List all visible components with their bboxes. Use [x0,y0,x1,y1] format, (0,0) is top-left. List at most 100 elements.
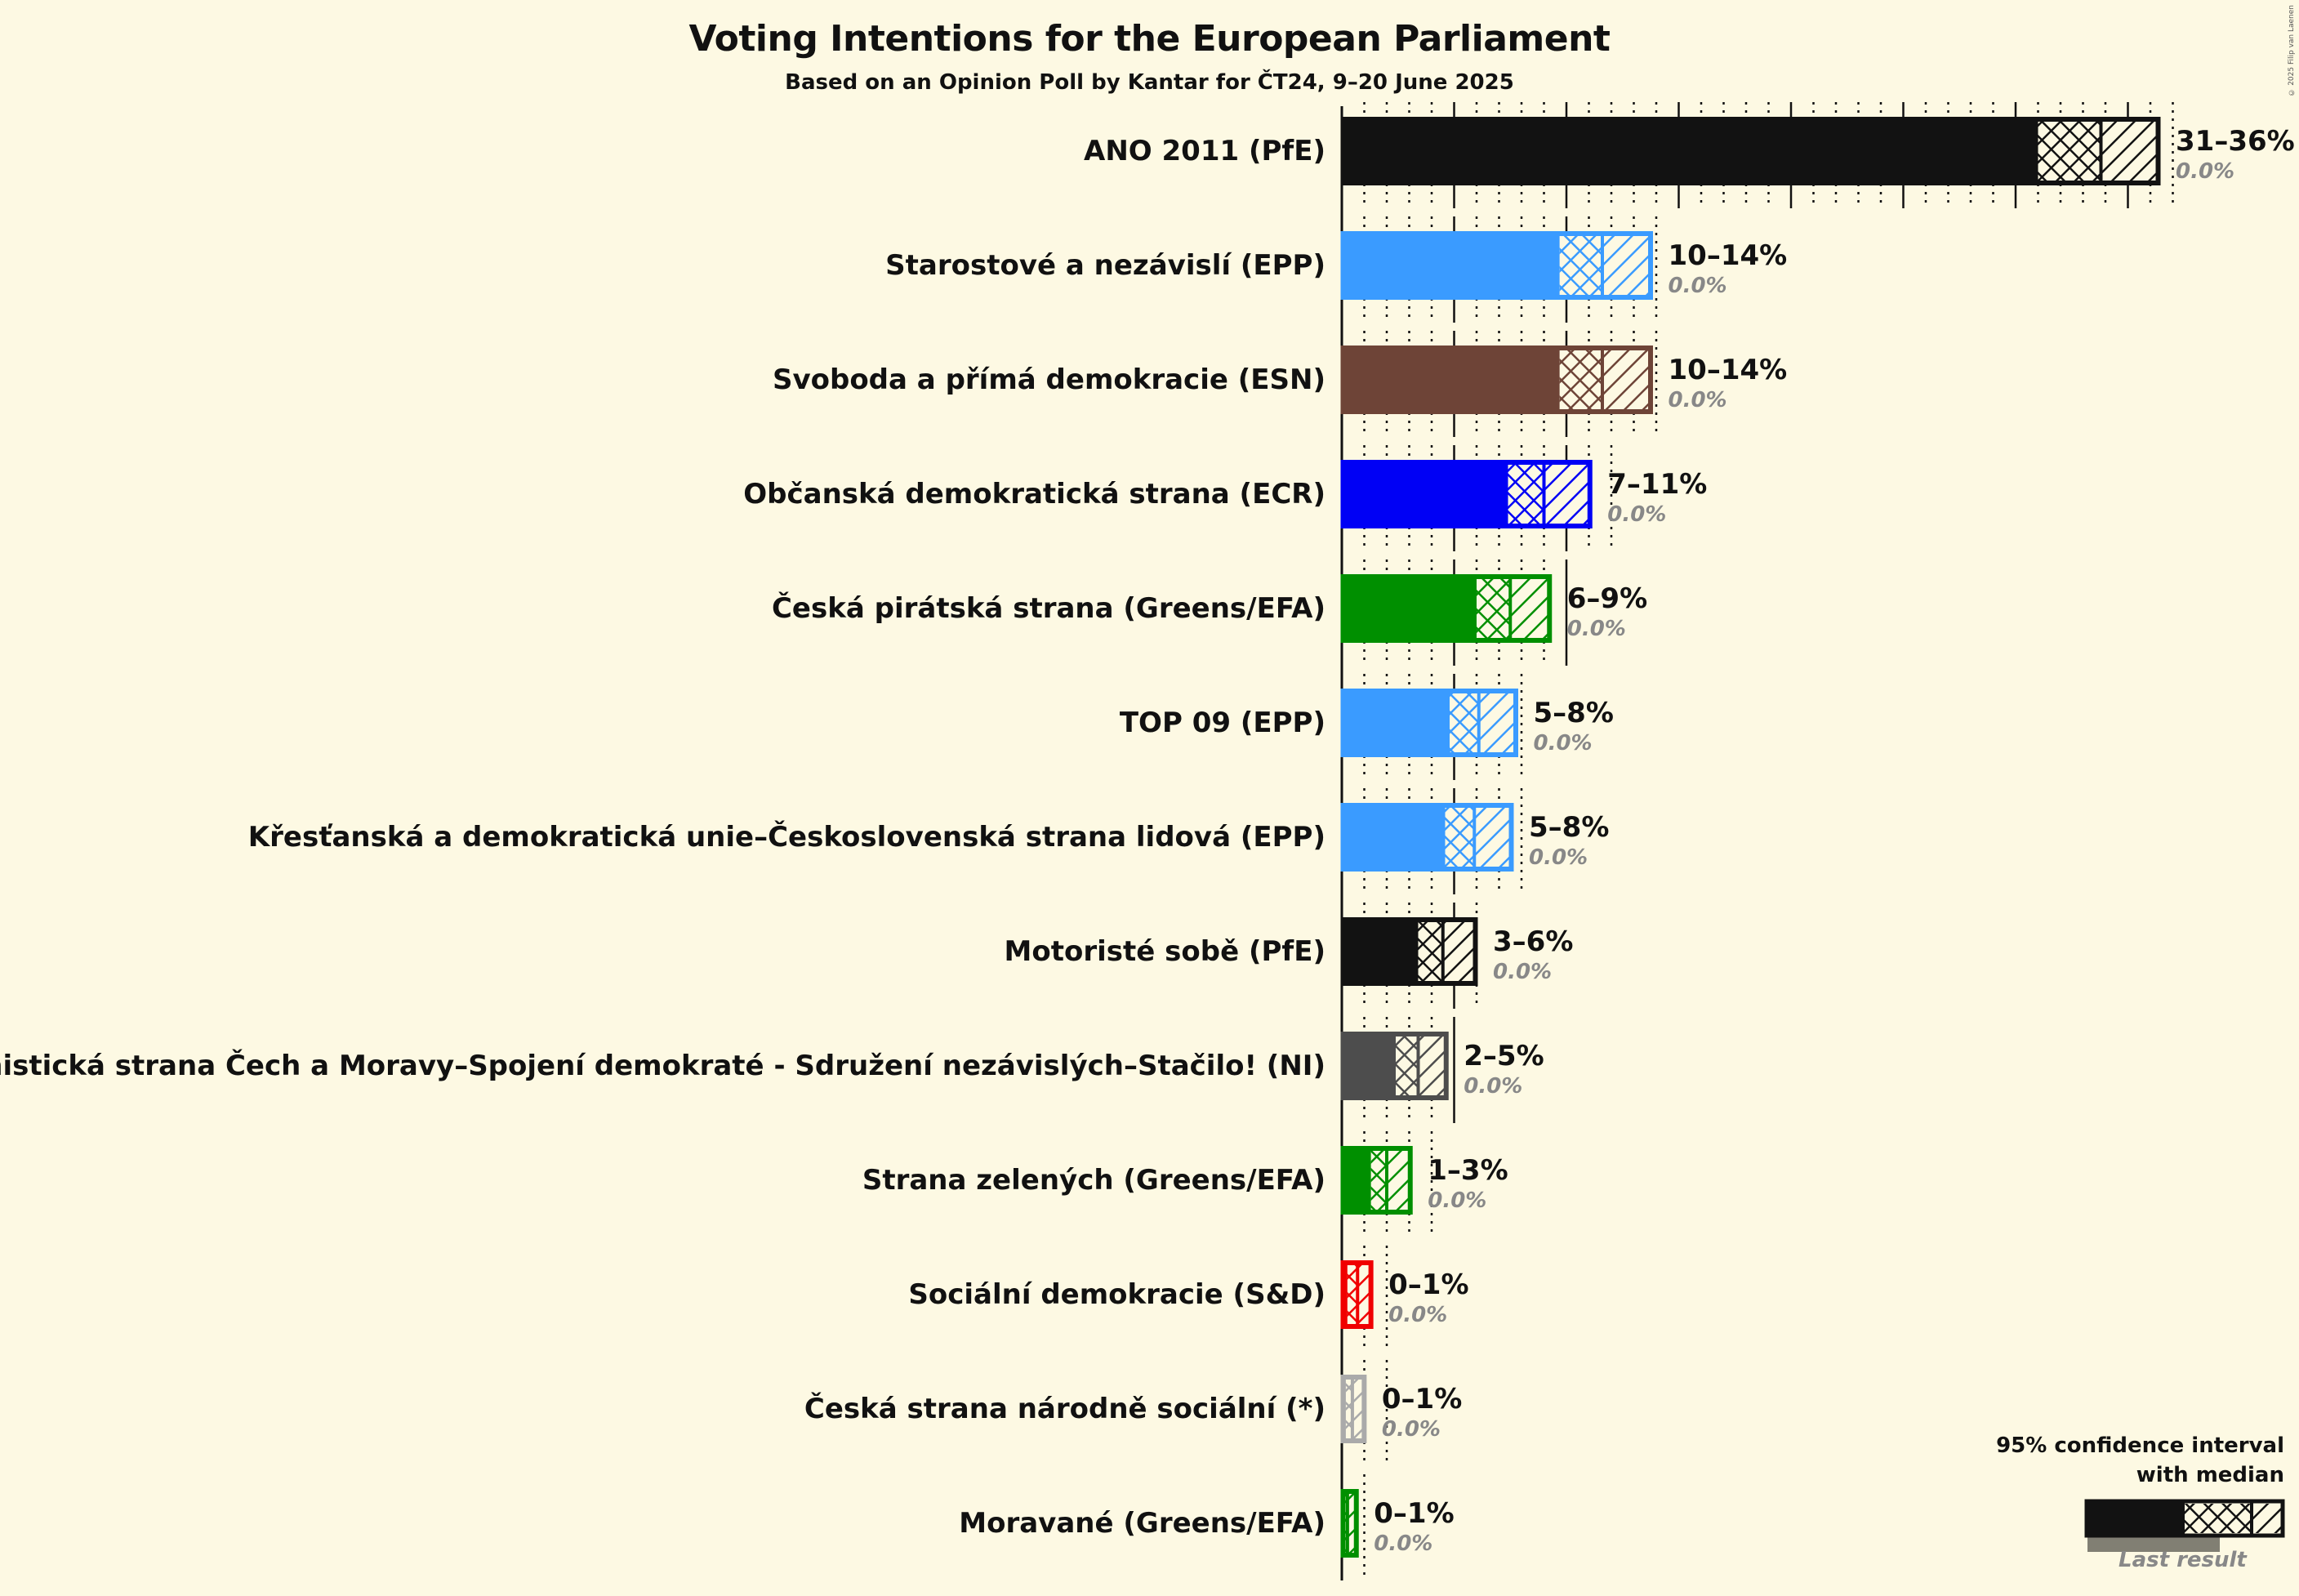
bar-outline [1340,689,1518,757]
chart-subtitle: Based on an Opinion Poll by Kantar for Č… [785,70,1514,95]
bar-ci-lower [1347,1265,1358,1324]
bar-solid [1342,689,1450,757]
bar-outline [1340,1032,1449,1100]
party-label: Starostové a nezávislí (EPP) [885,249,1325,282]
bar-solid [1342,803,1446,872]
bar-group [1340,1260,1374,1329]
legend-last-result-bar [2087,1537,2220,1552]
bar-solid [1342,231,1560,300]
bar-outline [1340,231,1653,300]
bar-ci-upper [1478,693,1517,752]
bar-ci-upper [1602,350,1652,409]
last-result-label: 0.0% [1374,1531,1433,1556]
last-result-label: 0.0% [1388,1303,1448,1327]
bar-ci-lower [1343,1494,1348,1553]
bar-solid [1342,460,1508,528]
bar-ci-upper [1387,1151,1412,1210]
bar-group [1340,231,1653,300]
last-result-label: 0.0% [1668,274,1727,298]
bar-outline [1340,1146,1413,1215]
legend-sample [2084,1499,2285,1552]
bar-ci-upper [2101,122,2159,181]
party-label: Moravané (Greens/EFA) [959,1507,1325,1540]
bar-outline [1340,1489,1359,1558]
last-result-label: 0.0% [1428,1188,1487,1213]
bar-ci-upper [1544,465,1592,524]
bar-group [1340,917,1478,986]
bar-ci-lower [1418,922,1443,981]
bar-ci-upper [1474,808,1513,867]
legend-title: 95% confidence interval with median [1996,1431,2284,1490]
bar-outline [1340,346,1653,414]
bar-ci-lower [1559,350,1602,409]
party-label: Česká strana národně sociální (*) [804,1393,1325,1425]
last-result-label: 0.0% [1607,502,1667,527]
bar-ci-upper [1442,922,1477,981]
last-result-label: 0.0% [2176,159,2235,184]
bar-outline [1340,917,1478,986]
bar-group [1340,117,2161,185]
bar-group [1340,574,1553,643]
last-result-label: 0.0% [1464,1074,1523,1099]
party-label: Strana zelených (Greens/EFA) [862,1164,1325,1197]
bar-group [1340,460,1593,528]
bar-ci-lower [1450,693,1479,752]
last-result-label: 0.0% [1533,731,1593,756]
bar-ci-lower [1445,808,1475,867]
party-label: Motoristé sobě (PfE) [1004,935,1325,968]
party-label: Občanská demokratická strana (ECR) [743,478,1325,510]
bar-solid [1342,117,2038,185]
last-result-label: 0.0% [1529,845,1588,870]
ci-range-label: 6–9% [1566,582,1648,615]
ci-range-label: 2–5% [1464,1040,1544,1072]
bar-ci-lower [1396,1037,1419,1095]
bar-group [1340,803,1514,872]
last-result-label: 0.0% [1668,388,1727,412]
legend-title-line2: with median [2136,1463,2284,1487]
bar-group [1340,1032,1449,1100]
ci-range-label: 0–1% [1381,1383,1463,1415]
ci-range-label: 1–3% [1428,1154,1508,1187]
bar-solid [1342,1146,1371,1215]
party-label: Křesťanská a demokratická unie–Českoslov… [247,821,1325,854]
bar-outline [1340,803,1514,872]
bar-ci-lower [1370,1151,1387,1210]
bar-ci-lower [1508,465,1544,524]
ci-range-label: 3–6% [1493,925,1574,958]
bar-outline [1340,460,1593,528]
legend-title-line1: 95% confidence interval [1996,1433,2284,1458]
bar-group [1340,346,1653,414]
bar-ci-upper [1510,579,1551,638]
party-label: TOP 09 (EPP) [1119,707,1325,739]
bar-group [1340,689,1518,757]
bar-solid [1342,346,1560,414]
bar-group [1340,1489,1359,1558]
bar-group [1340,1375,1367,1443]
ci-range-label: 0–1% [1388,1268,1469,1301]
bar-ci-lower [1477,579,1511,638]
bar-outline [1340,574,1553,643]
bar-ci-upper [1418,1037,1448,1095]
bar-solid [1342,917,1419,986]
ci-range-label: 7–11% [1607,468,1708,501]
legend-last-result-label: Last result [2119,1548,2247,1572]
bar-outline [1340,117,2161,185]
party-label: Svoboda a přímá demokracie (ESN) [772,363,1325,396]
ci-range-label: 5–8% [1533,697,1614,729]
party-label: Komunistická strana Čech a Moravy–Spojen… [0,1050,1325,1082]
party-label: ANO 2011 (PfE) [1084,135,1325,167]
ci-range-label: 0–1% [1374,1497,1455,1530]
last-result-label: 0.0% [1493,960,1553,984]
ci-range-label: 5–8% [1529,811,1610,844]
last-result-label: 0.0% [1381,1417,1441,1442]
party-label: Sociální demokracie (S&D) [908,1278,1325,1311]
bar-ci-lower [2038,122,2101,181]
bar-ci-upper [1602,236,1652,295]
ci-range-label: 10–14% [1668,354,1788,386]
bar-solid [1342,574,1477,643]
party-label: Česká pirátská strana (Greens/EFA) [771,592,1325,625]
bar-group [1340,1146,1413,1215]
bar-solid [1342,1032,1396,1100]
bar-ci-lower [1345,1380,1352,1438]
